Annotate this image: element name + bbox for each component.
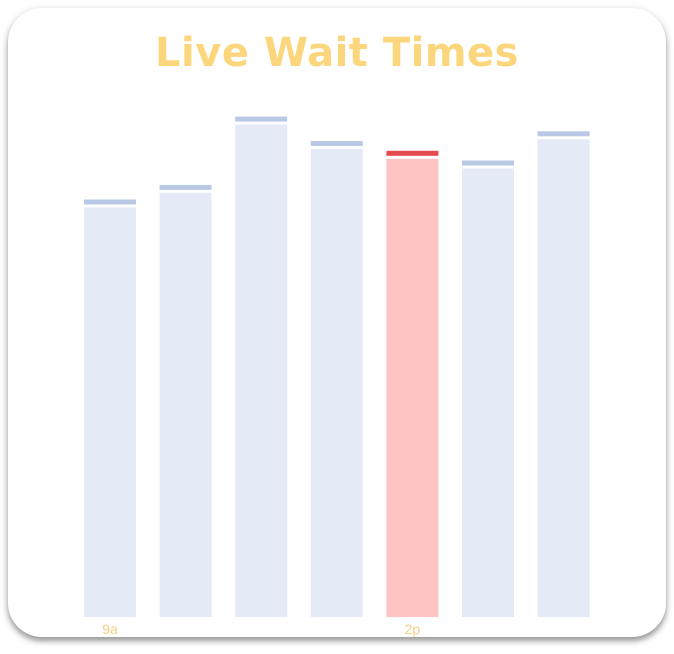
- bar-cap-5: [462, 160, 514, 166]
- bar-6: [537, 139, 590, 618]
- x-tick-label-4: 2p: [405, 621, 421, 637]
- bar-cap-1: [159, 184, 212, 190]
- bar-5: [462, 168, 514, 617]
- bar-0: [84, 207, 136, 617]
- tick-labels-group: 9a 2p: [102, 621, 420, 637]
- bars-group: [84, 116, 590, 618]
- bar-1: [159, 192, 212, 617]
- bar-4: [386, 158, 439, 618]
- bar-2: [235, 124, 288, 617]
- bar-cap-0: [84, 199, 136, 205]
- chart-title: Live Wait Times: [155, 30, 519, 76]
- bar-3: [310, 149, 363, 617]
- bar-cap-6: [537, 131, 590, 137]
- x-tick-label-0: 9a: [102, 621, 118, 637]
- bar-cap-2: [235, 116, 288, 122]
- bar-cap-3: [310, 141, 363, 146]
- bar-cap-4: [386, 150, 439, 156]
